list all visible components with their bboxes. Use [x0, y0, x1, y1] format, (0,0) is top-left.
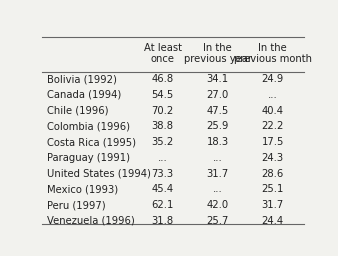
Text: Colombia (1996): Colombia (1996) — [47, 121, 130, 131]
Text: 31.7: 31.7 — [207, 169, 229, 179]
Text: 25.9: 25.9 — [207, 121, 229, 131]
Text: 70.2: 70.2 — [152, 105, 174, 115]
Text: 24.4: 24.4 — [262, 216, 284, 226]
Text: In the
previous year: In the previous year — [184, 42, 252, 64]
Text: Peru (1997): Peru (1997) — [47, 200, 106, 210]
Text: 27.0: 27.0 — [207, 90, 229, 100]
Text: 31.7: 31.7 — [262, 200, 284, 210]
Text: Venezuela (1996): Venezuela (1996) — [47, 216, 135, 226]
Text: 47.5: 47.5 — [207, 105, 229, 115]
Text: Chile (1996): Chile (1996) — [47, 105, 109, 115]
Text: 25.1: 25.1 — [262, 184, 284, 194]
Text: 24.3: 24.3 — [262, 153, 284, 163]
Text: 62.1: 62.1 — [151, 200, 174, 210]
Text: ...: ... — [158, 153, 168, 163]
Text: 45.4: 45.4 — [152, 184, 174, 194]
Text: Costa Rica (1995): Costa Rica (1995) — [47, 137, 137, 147]
Text: ...: ... — [213, 184, 223, 194]
Text: 73.3: 73.3 — [152, 169, 174, 179]
Text: Bolivia (1992): Bolivia (1992) — [47, 74, 117, 84]
Text: 31.8: 31.8 — [152, 216, 174, 226]
Text: 38.8: 38.8 — [152, 121, 174, 131]
Text: At least
once: At least once — [144, 42, 182, 64]
Text: 54.5: 54.5 — [152, 90, 174, 100]
Text: Paraguay (1991): Paraguay (1991) — [47, 153, 130, 163]
Text: 24.9: 24.9 — [262, 74, 284, 84]
Text: Mexico (1993): Mexico (1993) — [47, 184, 119, 194]
Text: United States (1994): United States (1994) — [47, 169, 151, 179]
Text: ...: ... — [213, 153, 223, 163]
Text: 22.2: 22.2 — [262, 121, 284, 131]
Text: Canada (1994): Canada (1994) — [47, 90, 122, 100]
Text: In the
previous month: In the previous month — [234, 42, 312, 64]
Text: 40.4: 40.4 — [262, 105, 284, 115]
Text: 28.6: 28.6 — [262, 169, 284, 179]
Text: 46.8: 46.8 — [152, 74, 174, 84]
Text: 18.3: 18.3 — [207, 137, 229, 147]
Text: 17.5: 17.5 — [262, 137, 284, 147]
Text: 35.2: 35.2 — [152, 137, 174, 147]
Text: 42.0: 42.0 — [207, 200, 229, 210]
Text: ...: ... — [268, 90, 277, 100]
Text: 34.1: 34.1 — [207, 74, 229, 84]
Text: 25.7: 25.7 — [207, 216, 229, 226]
